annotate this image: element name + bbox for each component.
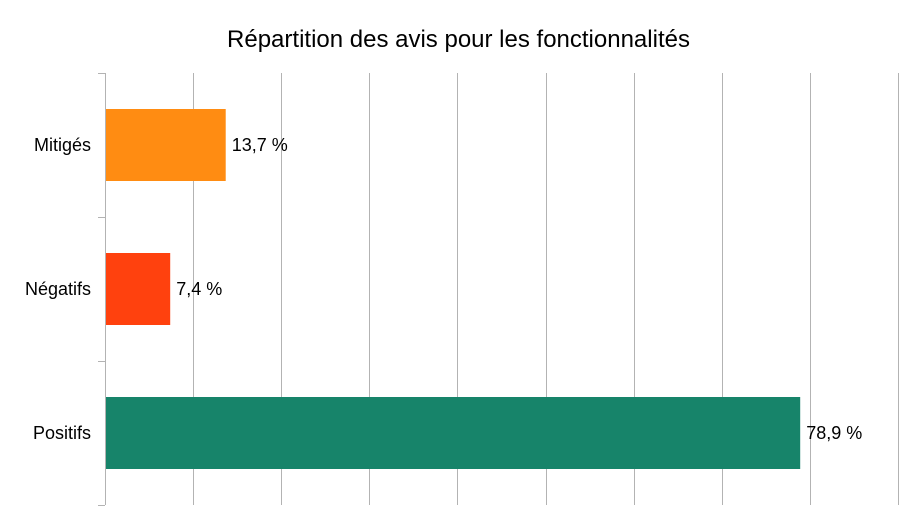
bar-0 [106, 109, 226, 181]
data-label: 78,9 % [806, 423, 862, 443]
data-label: 7,4 % [176, 279, 222, 299]
bars [106, 109, 801, 469]
category-label: Positifs [33, 423, 91, 443]
bar-1 [106, 253, 171, 325]
bar-2 [106, 397, 801, 469]
labels: Mitigés 13,7 % Négatifs 7,4 % Positifs 78,9 % [25, 135, 862, 443]
axes [98, 73, 106, 506]
chart-title: Répartition des avis pour les fonctionna… [227, 26, 690, 53]
data-label: 13,7 % [232, 135, 288, 155]
category-label: Négatifs [25, 279, 91, 299]
category-label: Mitigés [34, 135, 91, 155]
